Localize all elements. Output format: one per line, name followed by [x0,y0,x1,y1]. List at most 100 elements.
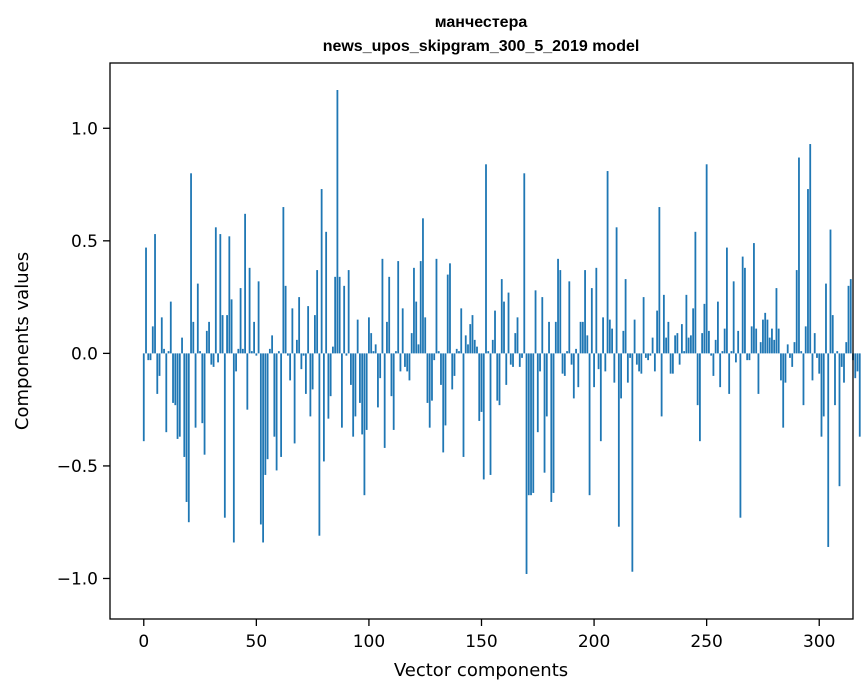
bar [617,353,620,527]
bar [165,353,168,433]
plot-frame [109,62,854,620]
bar [187,353,190,523]
bar [836,351,839,354]
bar [640,353,643,374]
bar [205,330,208,354]
bar [469,324,472,354]
bar [838,353,841,487]
bar [232,353,235,543]
bar [329,353,332,397]
bar [739,353,742,518]
bar [804,326,807,354]
bar [176,353,179,439]
bar [527,353,530,496]
bar [674,335,677,354]
bar [692,308,695,354]
bar [408,353,411,381]
bar [741,256,744,354]
bar [145,247,147,354]
bar [568,281,571,354]
bar [428,353,431,428]
bar [701,333,704,354]
bar [244,213,246,354]
bar [322,353,325,462]
bar [302,353,305,356]
bar [370,333,373,354]
bar [350,353,352,385]
bar [386,321,388,354]
bar [771,328,773,354]
bar [237,348,240,354]
bar [334,276,337,354]
bar [433,353,436,361]
bar [201,353,204,424]
bar [856,353,859,372]
bar [239,288,242,354]
x-tick-label: 50 [246,632,268,652]
bar [289,353,292,381]
bar [662,294,665,354]
bar [156,353,159,394]
bar [651,337,654,354]
bar [789,353,791,358]
bar [442,353,445,453]
bar [723,328,726,354]
bar [638,353,641,372]
x-tick-label: 150 [465,632,497,652]
bar [669,353,672,374]
bar [611,328,613,354]
bar [626,353,629,383]
bar [503,301,505,354]
bar [372,351,375,354]
bar [316,270,319,354]
y-axis-label: Components values [12,252,33,430]
bar [253,321,255,354]
bar [753,243,755,354]
bar [147,353,150,361]
bar [212,353,215,367]
bar [221,315,224,354]
bar [390,353,393,397]
bar [530,353,532,496]
bar [757,353,760,394]
bar [541,297,544,354]
bar [613,353,616,383]
bar [482,353,485,480]
bar [392,353,395,430]
bar [800,351,803,354]
bar [786,344,789,354]
y-tick-label: 0.0 [71,344,98,364]
bar [235,353,237,372]
bar [624,279,627,354]
bar [500,279,503,354]
bar [550,353,553,502]
bar [581,321,584,354]
bar [266,353,269,460]
bar [257,281,260,354]
bar [784,353,787,383]
bar [361,353,364,435]
bar [419,261,422,354]
x-tick-label: 300 [803,632,835,652]
bar [395,351,397,354]
bar [250,351,253,354]
bar [811,353,814,381]
bar [226,315,228,354]
y-tick-label: −0.5 [57,457,98,477]
bar [809,144,812,354]
bar [406,353,409,372]
bar [446,274,449,354]
bar [534,290,537,354]
bar [554,321,557,354]
bar [685,294,688,354]
bar [345,353,348,356]
bar [485,164,487,354]
bar [782,353,785,428]
bar [379,353,382,379]
bar [597,353,600,370]
bar [174,353,177,406]
bar [737,330,740,354]
bar [280,353,283,457]
bar [590,288,593,354]
bar [284,285,287,354]
